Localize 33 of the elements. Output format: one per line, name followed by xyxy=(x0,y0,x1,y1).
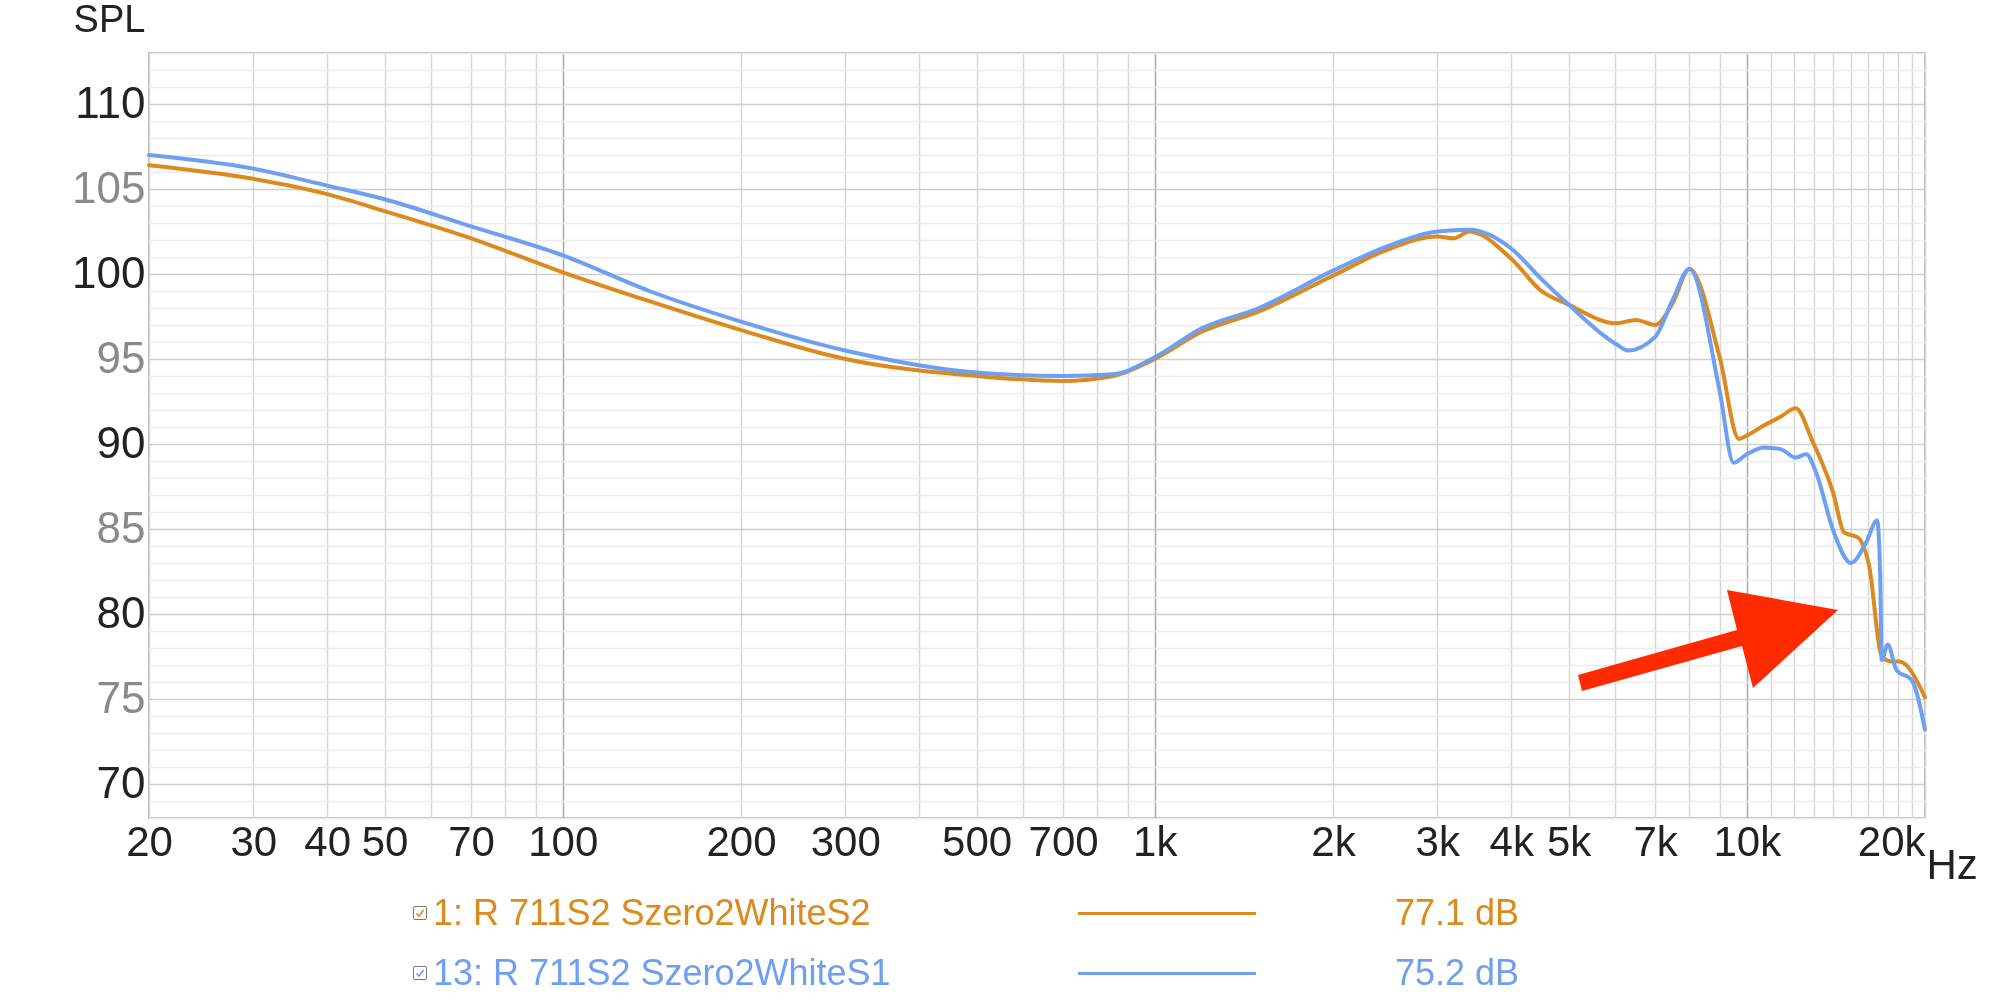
x-tick-label: 300 xyxy=(810,817,881,865)
y-axis-title: SPL xyxy=(73,0,146,40)
x-tick-label: 5k xyxy=(1546,817,1593,865)
y-tick-label: 100 xyxy=(72,247,146,297)
x-tick-label: 500 xyxy=(942,817,1013,865)
y-tick-label: 105 xyxy=(72,162,146,212)
legend-label: 13: R 711S2 Szero2WhiteS1 xyxy=(433,951,891,995)
x-tick-label: 700 xyxy=(1028,817,1099,865)
legend-label: 1: R 711S2 Szero2WhiteS2 xyxy=(433,891,871,935)
x-axis-title: Hz xyxy=(1926,840,1978,888)
x-tick-label: 200 xyxy=(706,817,777,865)
text: 75.2 dB xyxy=(1395,951,1520,995)
y-tick-label: 95 xyxy=(96,332,146,382)
x-tick-label: 7k xyxy=(1633,817,1679,865)
x-tick-label: 4k xyxy=(1489,817,1535,865)
y-tick-label: 110 xyxy=(75,77,146,127)
y-tick-label: 80 xyxy=(96,587,146,637)
y-tick-label: 90 xyxy=(96,417,146,467)
x-tick-label: 20 xyxy=(126,817,173,865)
x-tick-label: 20k xyxy=(1857,817,1927,865)
x-tick-label: 40 xyxy=(304,817,352,865)
x-tick-label: 70 xyxy=(448,817,495,865)
y-tick-label: 85 xyxy=(96,502,146,552)
text: 77.1 dB xyxy=(1395,891,1520,935)
y-tick-label: 75 xyxy=(96,672,146,722)
y-tick-label: 70 xyxy=(96,757,146,807)
x-tick-label: 100 xyxy=(528,817,599,865)
x-tick-label: 30 xyxy=(230,817,278,865)
x-tick-label: 50 xyxy=(361,817,409,865)
x-tick-label: 2k xyxy=(1311,817,1357,865)
x-tick-label: 3k xyxy=(1415,817,1461,865)
x-tick-label: 1k xyxy=(1133,817,1179,865)
x-tick-label: 10k xyxy=(1713,817,1783,865)
